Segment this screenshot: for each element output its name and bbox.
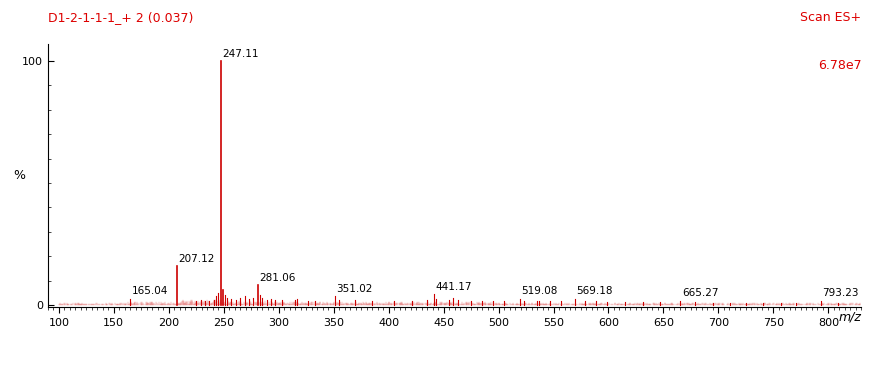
Text: 207.12: 207.12 bbox=[178, 254, 215, 264]
Text: 665.27: 665.27 bbox=[681, 288, 718, 298]
Text: D1-2-1-1-1_+ 2 (0.037): D1-2-1-1-1_+ 2 (0.037) bbox=[48, 11, 193, 24]
Text: 569.18: 569.18 bbox=[575, 287, 612, 296]
Text: 281.06: 281.06 bbox=[259, 273, 295, 283]
Text: 351.02: 351.02 bbox=[336, 284, 373, 294]
Text: 165.04: 165.04 bbox=[132, 287, 169, 296]
Text: 519.08: 519.08 bbox=[521, 287, 557, 296]
Text: %: % bbox=[13, 169, 25, 182]
Text: 441.17: 441.17 bbox=[435, 281, 472, 292]
Text: 6.78e7: 6.78e7 bbox=[817, 59, 860, 72]
Text: m/z: m/z bbox=[838, 310, 860, 323]
Text: 247.11: 247.11 bbox=[222, 49, 258, 59]
Text: 793.23: 793.23 bbox=[821, 288, 858, 298]
Text: Scan ES+: Scan ES+ bbox=[799, 11, 860, 24]
